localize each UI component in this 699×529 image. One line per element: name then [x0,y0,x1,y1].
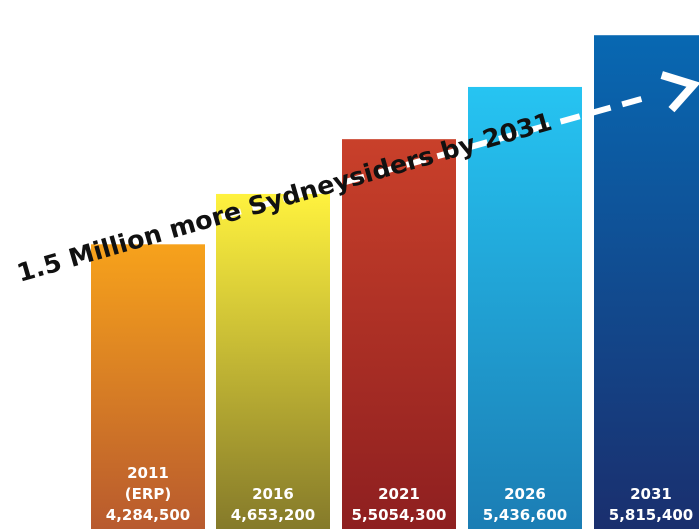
bar-label-value-2031: 5,815,400 [609,506,693,524]
bar-label-year-2016: 2016 [252,485,294,503]
bar-label-year-2031: 2031 [630,485,672,503]
bar-label-value-2026: 5,436,600 [483,506,567,524]
bar-label-year-2026: 2026 [504,485,546,503]
bar-label-year-2011: 2011 [127,464,169,482]
bar-label-value-2011: 4,284,500 [106,506,190,524]
bar-2021 [342,139,456,529]
bar-label-value-2016: 4,653,200 [231,506,315,524]
trend-arrow [159,71,699,237]
bar-2011 [91,244,205,529]
trend-arrow-line [159,93,653,237]
trend-arrow-head [660,71,699,113]
bar-label-note-2011: (ERP) [125,485,172,503]
bars [91,35,699,529]
bar-label-year-2021: 2021 [378,485,420,503]
bar-label-value-2021: 5,5054,300 [352,506,447,524]
bar-labels: 2011 (ERP) 4,284,500 2016 4,653,200 2021 5,505… [106,464,693,524]
bar-2031 [594,35,699,529]
bar-2026 [468,86,582,529]
bar-2016 [216,193,330,529]
